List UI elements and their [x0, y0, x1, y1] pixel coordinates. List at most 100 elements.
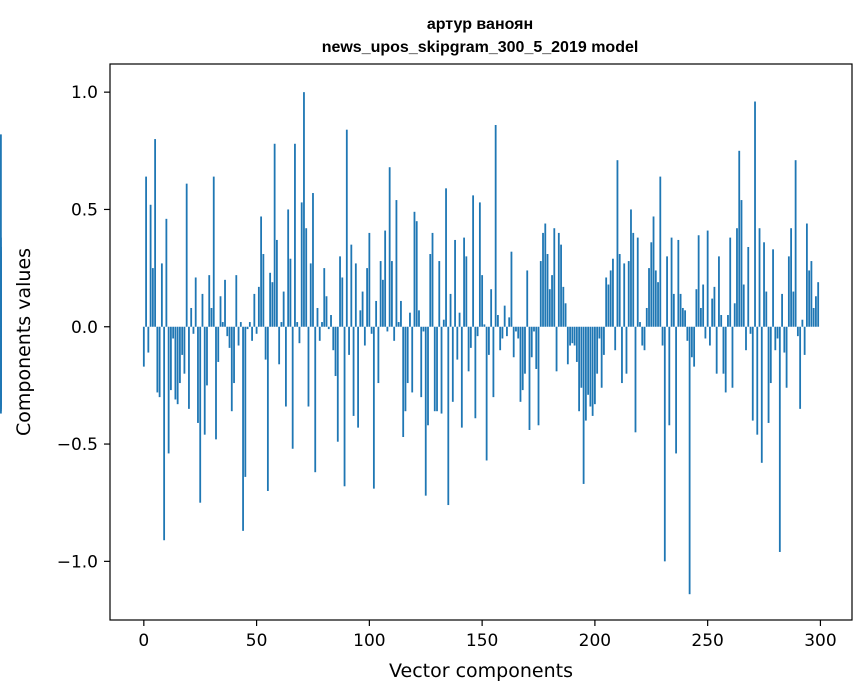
- bar: [246, 326, 249, 330]
- bar: [327, 326, 330, 330]
- plot-frame: [109, 63, 853, 621]
- bar: [179, 326, 181, 384]
- bar: [409, 312, 411, 327]
- bar: [562, 286, 565, 327]
- bar: [235, 275, 238, 327]
- bar: [361, 291, 364, 327]
- bar: [445, 188, 447, 327]
- bar: [404, 326, 407, 412]
- bar: [273, 143, 276, 327]
- bar: [366, 268, 369, 327]
- bar: [537, 326, 540, 426]
- bar: [711, 298, 714, 327]
- bar: [0, 246, 2, 327]
- bar: [812, 307, 815, 327]
- bar: [418, 310, 420, 327]
- bar: [350, 244, 353, 327]
- bar: [194, 277, 197, 327]
- bar: [420, 326, 423, 398]
- y-tick-label: 0.0: [71, 318, 98, 338]
- bar: [291, 326, 294, 449]
- x-tick-label: 250: [691, 631, 723, 651]
- bar: [603, 326, 605, 355]
- bar: [210, 307, 213, 327]
- bar: [751, 326, 754, 421]
- bar: [528, 326, 531, 430]
- bar: [233, 326, 235, 384]
- bar: [237, 326, 240, 346]
- bar: [553, 228, 556, 327]
- bar: [670, 237, 673, 327]
- bar: [181, 326, 184, 355]
- bar: [600, 326, 603, 388]
- bar: [221, 322, 224, 327]
- bar: [343, 326, 346, 487]
- bar: [395, 200, 398, 327]
- bar: [580, 326, 583, 388]
- bar: [672, 293, 675, 327]
- bar: [438, 261, 441, 327]
- bar: [618, 254, 621, 327]
- bar: [334, 326, 337, 377]
- bar: [803, 326, 806, 355]
- bar: [630, 209, 632, 327]
- bar: [176, 326, 179, 405]
- bar: [641, 326, 644, 346]
- bar: [341, 277, 344, 327]
- bar: [510, 251, 513, 327]
- bar: [799, 326, 802, 409]
- bar: [481, 275, 484, 327]
- bar: [575, 326, 578, 362]
- bar: [375, 300, 378, 327]
- bar: [215, 326, 217, 440]
- x-tick-label: 50: [246, 631, 268, 651]
- bar: [348, 326, 350, 355]
- bar: [740, 200, 743, 327]
- bar: [749, 326, 752, 334]
- bar: [431, 232, 434, 327]
- bar: [663, 326, 666, 562]
- bar: [639, 322, 641, 327]
- bar: [336, 326, 339, 442]
- bar: [264, 326, 267, 360]
- bar: [686, 326, 689, 341]
- bar: [560, 244, 562, 327]
- y-tick-label: 0.5: [71, 200, 98, 220]
- bar: [160, 263, 163, 327]
- bar: [372, 326, 375, 489]
- bar: [381, 279, 384, 327]
- bar: [636, 237, 639, 327]
- bar: [485, 326, 488, 461]
- bar: [589, 326, 592, 407]
- x-axis-ticks: 0 50 100 150 200 250 300: [138, 620, 837, 651]
- bar: [384, 230, 387, 327]
- bar: [440, 326, 443, 414]
- bar: [266, 326, 269, 491]
- y-tick-label: 1.0: [71, 83, 98, 103]
- bar: [494, 124, 497, 327]
- bar: [497, 315, 499, 327]
- bar: [323, 268, 326, 327]
- bar: [156, 326, 159, 393]
- bar: [573, 326, 576, 346]
- bar: [690, 326, 693, 358]
- bar: [693, 326, 696, 367]
- bar: [149, 204, 152, 327]
- bar: [699, 307, 702, 327]
- bar: [616, 160, 619, 327]
- bar: [512, 326, 515, 358]
- bar: [469, 326, 472, 348]
- bar: [677, 239, 680, 327]
- bar: [612, 258, 614, 327]
- bar: [300, 202, 303, 327]
- bar: [776, 326, 779, 339]
- bar: [433, 326, 436, 412]
- bar: [318, 326, 321, 341]
- bar: [736, 228, 738, 327]
- bar: [379, 261, 382, 327]
- bar: [790, 228, 793, 327]
- bar: [621, 326, 623, 384]
- bar: [661, 326, 664, 346]
- bar: [605, 277, 608, 327]
- bar: [688, 326, 691, 595]
